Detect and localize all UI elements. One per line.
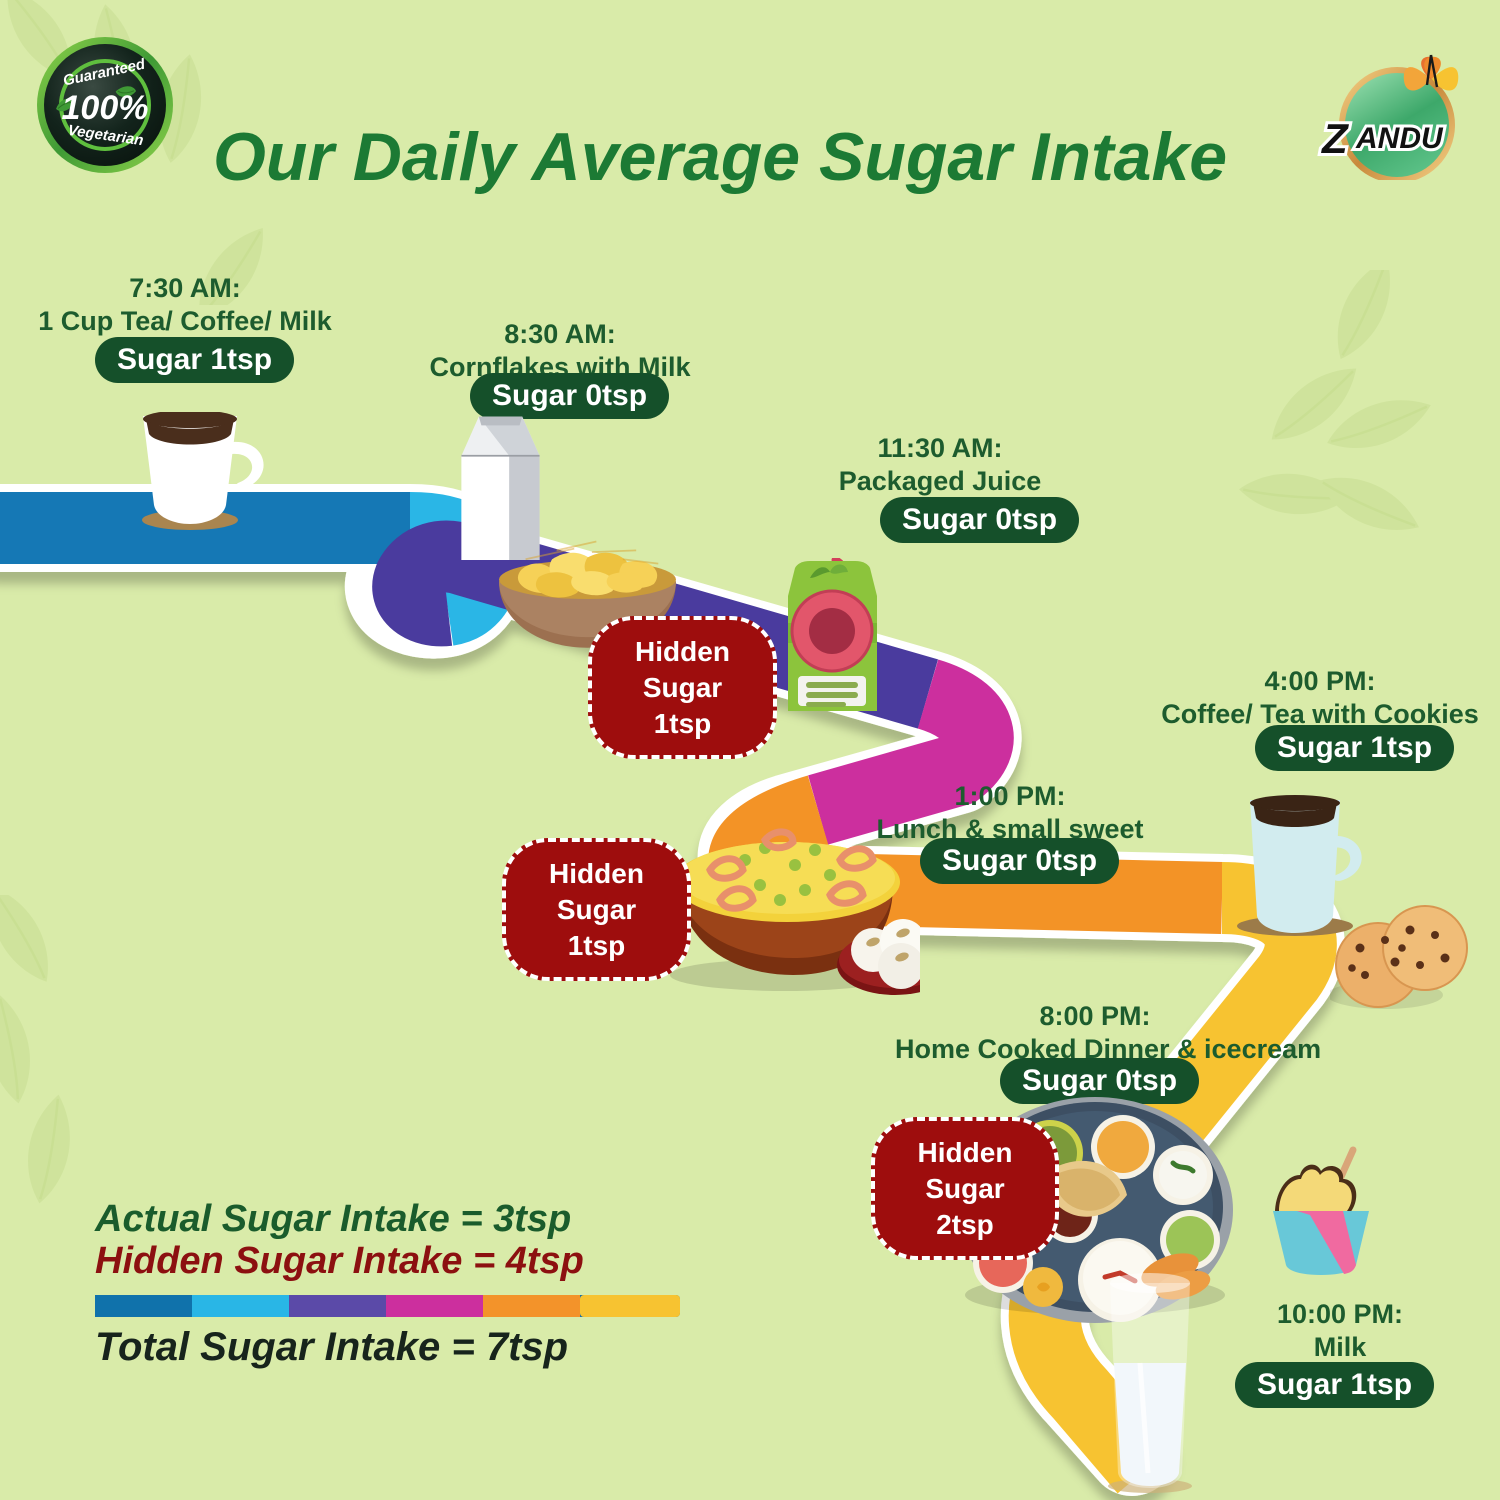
svg-text:100%: 100% [62,89,149,127]
svg-text:ANDU: ANDU [1355,122,1444,155]
svg-text:Z: Z [1321,115,1349,162]
